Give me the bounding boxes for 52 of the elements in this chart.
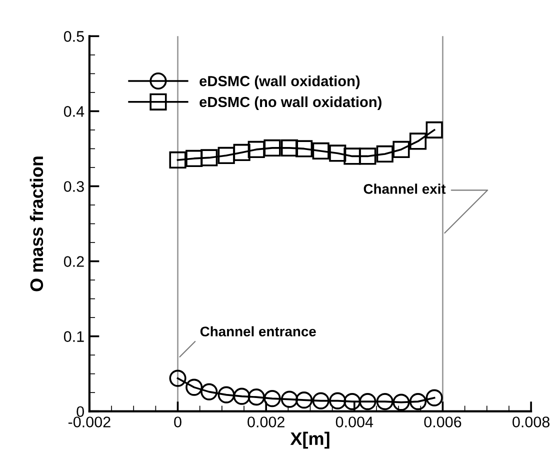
x-axis-title: X[m] [290,432,330,449]
point [296,140,313,158]
point [186,378,203,396]
annotation: Channel exit [364,184,446,194]
point [329,144,346,162]
y-axis-title: O mass fraction [30,156,44,292]
point [248,140,265,158]
point [312,142,330,160]
legend-label: eDSMC (wall oxidation) [200,76,360,90]
legend-label: eDSMC (no wall oxidation) [200,96,382,110]
annotation: Channel entrance [200,326,316,336]
point [280,139,298,156]
point [248,388,265,406]
x-tick-label: 0.002 [248,416,284,428]
point [359,393,376,410]
point [426,389,443,406]
y-tick-label: 0.1 [64,331,84,342]
point [359,148,376,165]
point [233,388,250,405]
x-tick-label: 0.008 [512,416,550,428]
x-tick-label: 0.004 [336,416,374,428]
y-tick-label: 0.4 [64,106,84,117]
point [426,121,443,138]
point [344,148,361,165]
point [200,383,218,400]
x-tick-label: -0.002 [68,416,110,428]
x-tick-label: 0 [174,416,182,428]
point [376,393,394,410]
point [169,370,186,387]
point [376,145,394,163]
point [392,140,410,158]
point [200,149,218,166]
point [264,139,281,156]
point [329,392,346,410]
point [169,151,186,169]
point [344,393,361,410]
point [409,132,427,150]
point [218,386,235,404]
y-tick-label: 0.3 [64,181,84,192]
point [312,392,330,410]
point [296,392,313,409]
point [280,390,298,408]
point [186,150,203,168]
point [233,144,250,162]
y-tick-label: 0 [76,406,84,418]
point [218,146,235,164]
point [392,394,410,411]
x-tick-label: 0.006 [424,416,462,428]
point [409,393,427,410]
point [264,390,281,408]
y-tick-label: 0.2 [64,256,84,267]
y-tick-label: 0.5 [64,31,84,42]
